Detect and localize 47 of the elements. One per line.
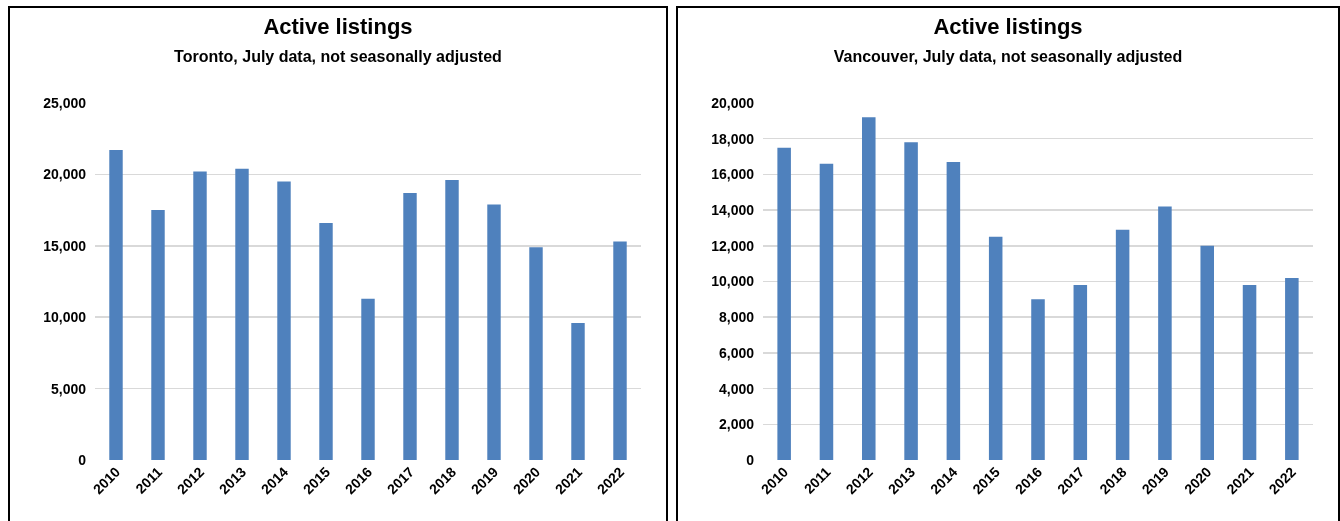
- y-tick-label: 18,000: [711, 130, 755, 147]
- bar: [1031, 299, 1045, 460]
- y-tick-label: 25,000: [43, 94, 87, 111]
- bar: [151, 210, 165, 460]
- y-tick-label: 16,000: [711, 166, 755, 183]
- chart-title: Active listings: [933, 13, 1083, 39]
- bar: [277, 181, 291, 460]
- y-tick-label: 10,000: [711, 273, 755, 290]
- chart-subtitle: Toronto, July data, not seasonally adjusted: [174, 48, 502, 66]
- bar: [109, 150, 123, 460]
- bar: [403, 192, 417, 460]
- bar: [487, 204, 501, 460]
- bar: [1242, 285, 1257, 460]
- bar: [862, 117, 876, 460]
- chart-subtitle: Vancouver, July data, not seasonally adjusted: [833, 48, 1183, 66]
- y-tick-label: 14,000: [711, 202, 755, 218]
- y-tick-label: 12,000: [711, 237, 755, 254]
- bar: [529, 247, 543, 460]
- bar: [361, 298, 375, 460]
- y-tick-label: 20,000: [43, 166, 87, 183]
- bar: [1285, 277, 1299, 460]
- y-tick-label: 5,000: [50, 380, 87, 397]
- bar: [1115, 229, 1130, 460]
- y-tick-label: 8,000: [718, 309, 755, 326]
- bar: [988, 236, 1003, 460]
- bar: [571, 322, 585, 460]
- bar: [1073, 285, 1088, 460]
- y-tick-label: 6,000: [718, 344, 755, 361]
- bar: [946, 161, 961, 460]
- bar: [319, 222, 333, 460]
- y-tick-label: 20,000: [711, 94, 755, 111]
- bar: [193, 171, 207, 460]
- bar: [1200, 245, 1214, 460]
- y-tick-label: 10,000: [43, 309, 87, 326]
- bar: [1158, 206, 1172, 460]
- y-tick-label: 0: [78, 451, 87, 468]
- y-tick-label: 0: [746, 451, 755, 468]
- bar: [777, 147, 791, 460]
- bar: [235, 168, 249, 460]
- y-tick-label: 2,000: [718, 416, 755, 433]
- bar: [613, 241, 627, 460]
- bar: [445, 180, 459, 460]
- y-tick-label: 4,000: [718, 380, 755, 397]
- bar: [819, 163, 834, 460]
- bar: [904, 142, 918, 460]
- chart-title: Active listings: [263, 13, 413, 39]
- y-tick-label: 15,000: [43, 237, 87, 254]
